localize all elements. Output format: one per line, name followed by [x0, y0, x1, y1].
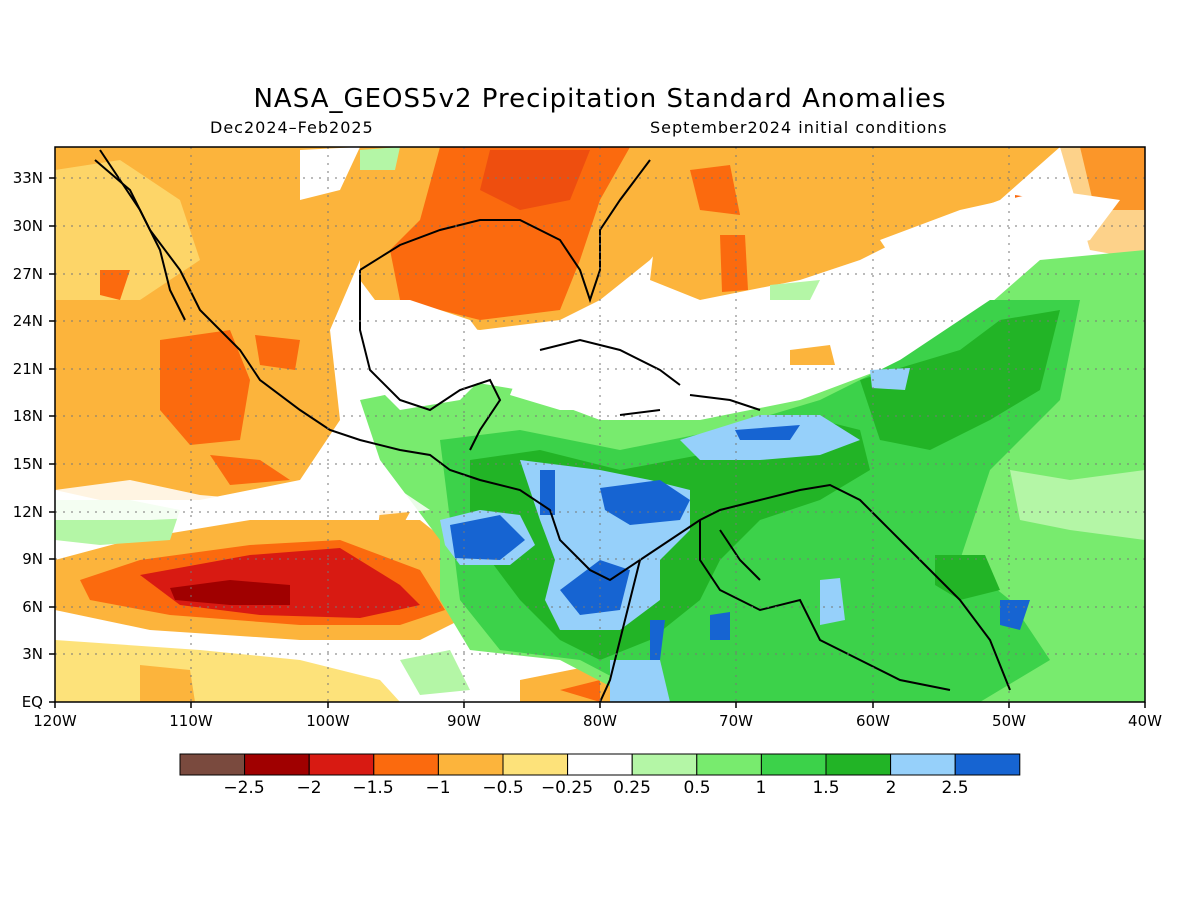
y-tick-label: 24N [13, 312, 43, 330]
colorbar-label: 2 [886, 778, 897, 798]
colorbar-swatch [502, 753, 569, 776]
initial-conditions: September2024 initial conditions [650, 118, 948, 137]
y-tick-label: 9N [22, 550, 43, 568]
x-tick-label: 60W [856, 712, 890, 730]
colorbar-swatch [373, 753, 439, 776]
x-tick-label: 90W [447, 712, 481, 730]
colorbar-label: 1 [756, 778, 767, 798]
colorbar-swatch [437, 753, 504, 776]
colorbar-swatch [631, 753, 698, 776]
colorbar-swatch [825, 753, 892, 776]
y-axis-labels: EQ 3N 6N 9N 12N 15N 18N 21N 24N 27N 30N … [13, 169, 43, 711]
colorbar: −2.5 −2 −1.5 −1 −0.5 −0.25 0.25 0.5 1 1.… [179, 753, 1021, 798]
y-tick-label: 18N [13, 407, 43, 425]
colorbar-swatch [760, 753, 827, 776]
x-tick-label: 110W [169, 712, 213, 730]
x-tick-label: 100W [306, 712, 350, 730]
colorbar-swatch [244, 753, 310, 776]
y-tick-label: 30N [13, 217, 43, 235]
colorbar-swatch [890, 753, 956, 776]
colorbar-swatch [954, 753, 1021, 776]
y-tick-label: 3N [22, 645, 43, 663]
colorbar-label: −1.5 [352, 778, 393, 798]
colorbar-label: −0.5 [482, 778, 523, 798]
x-tick-label: 40W [1128, 712, 1162, 730]
y-tick-label: 33N [13, 169, 43, 187]
colorbar-labels: −2.5 −2 −1.5 −1 −0.5 −0.25 0.25 0.5 1 1.… [223, 778, 968, 798]
y-tick-label: 21N [13, 360, 43, 378]
neutral-regions [55, 147, 1120, 520]
colorbar-swatch [179, 753, 246, 776]
map-title: NASA_GEOS5v2 Precipitation Standard Anom… [253, 84, 947, 114]
colorbar-swatch [696, 753, 762, 776]
coastlines [94, 149, 1011, 702]
colorbar-swatch [308, 753, 375, 776]
colorbar-label: −2 [296, 778, 321, 798]
gridlines [55, 147, 1145, 702]
colorbar-label: 2.5 [941, 778, 968, 798]
colorbar-label: 0.25 [613, 778, 651, 798]
colorbar-swatch [567, 753, 633, 776]
x-tick-label: 120W [33, 712, 77, 730]
colorbar-swatches [179, 753, 1021, 776]
colorbar-label: −1 [425, 778, 450, 798]
colorbar-label: −2.5 [223, 778, 264, 798]
x-tick-label: 70W [719, 712, 753, 730]
x-axis-labels: 120W 110W 100W 90W 80W 70W 60W 50W 40W [33, 712, 1162, 730]
colorbar-label: 0.5 [683, 778, 710, 798]
y-tick-label: 12N [13, 503, 43, 521]
x-tick-label: 80W [583, 712, 617, 730]
y-tick-label: 27N [13, 265, 43, 283]
y-tick-label: 15N [13, 455, 43, 473]
x-tick-label: 50W [992, 712, 1026, 730]
y-tick-label: EQ [22, 693, 43, 711]
colorbar-label: 1.5 [812, 778, 839, 798]
y-tick-label: 6N [22, 598, 43, 616]
forecast-period: Dec2024–Feb2025 [210, 118, 374, 137]
tick-marks [49, 177, 1146, 708]
colorbar-label: −0.25 [541, 778, 593, 798]
